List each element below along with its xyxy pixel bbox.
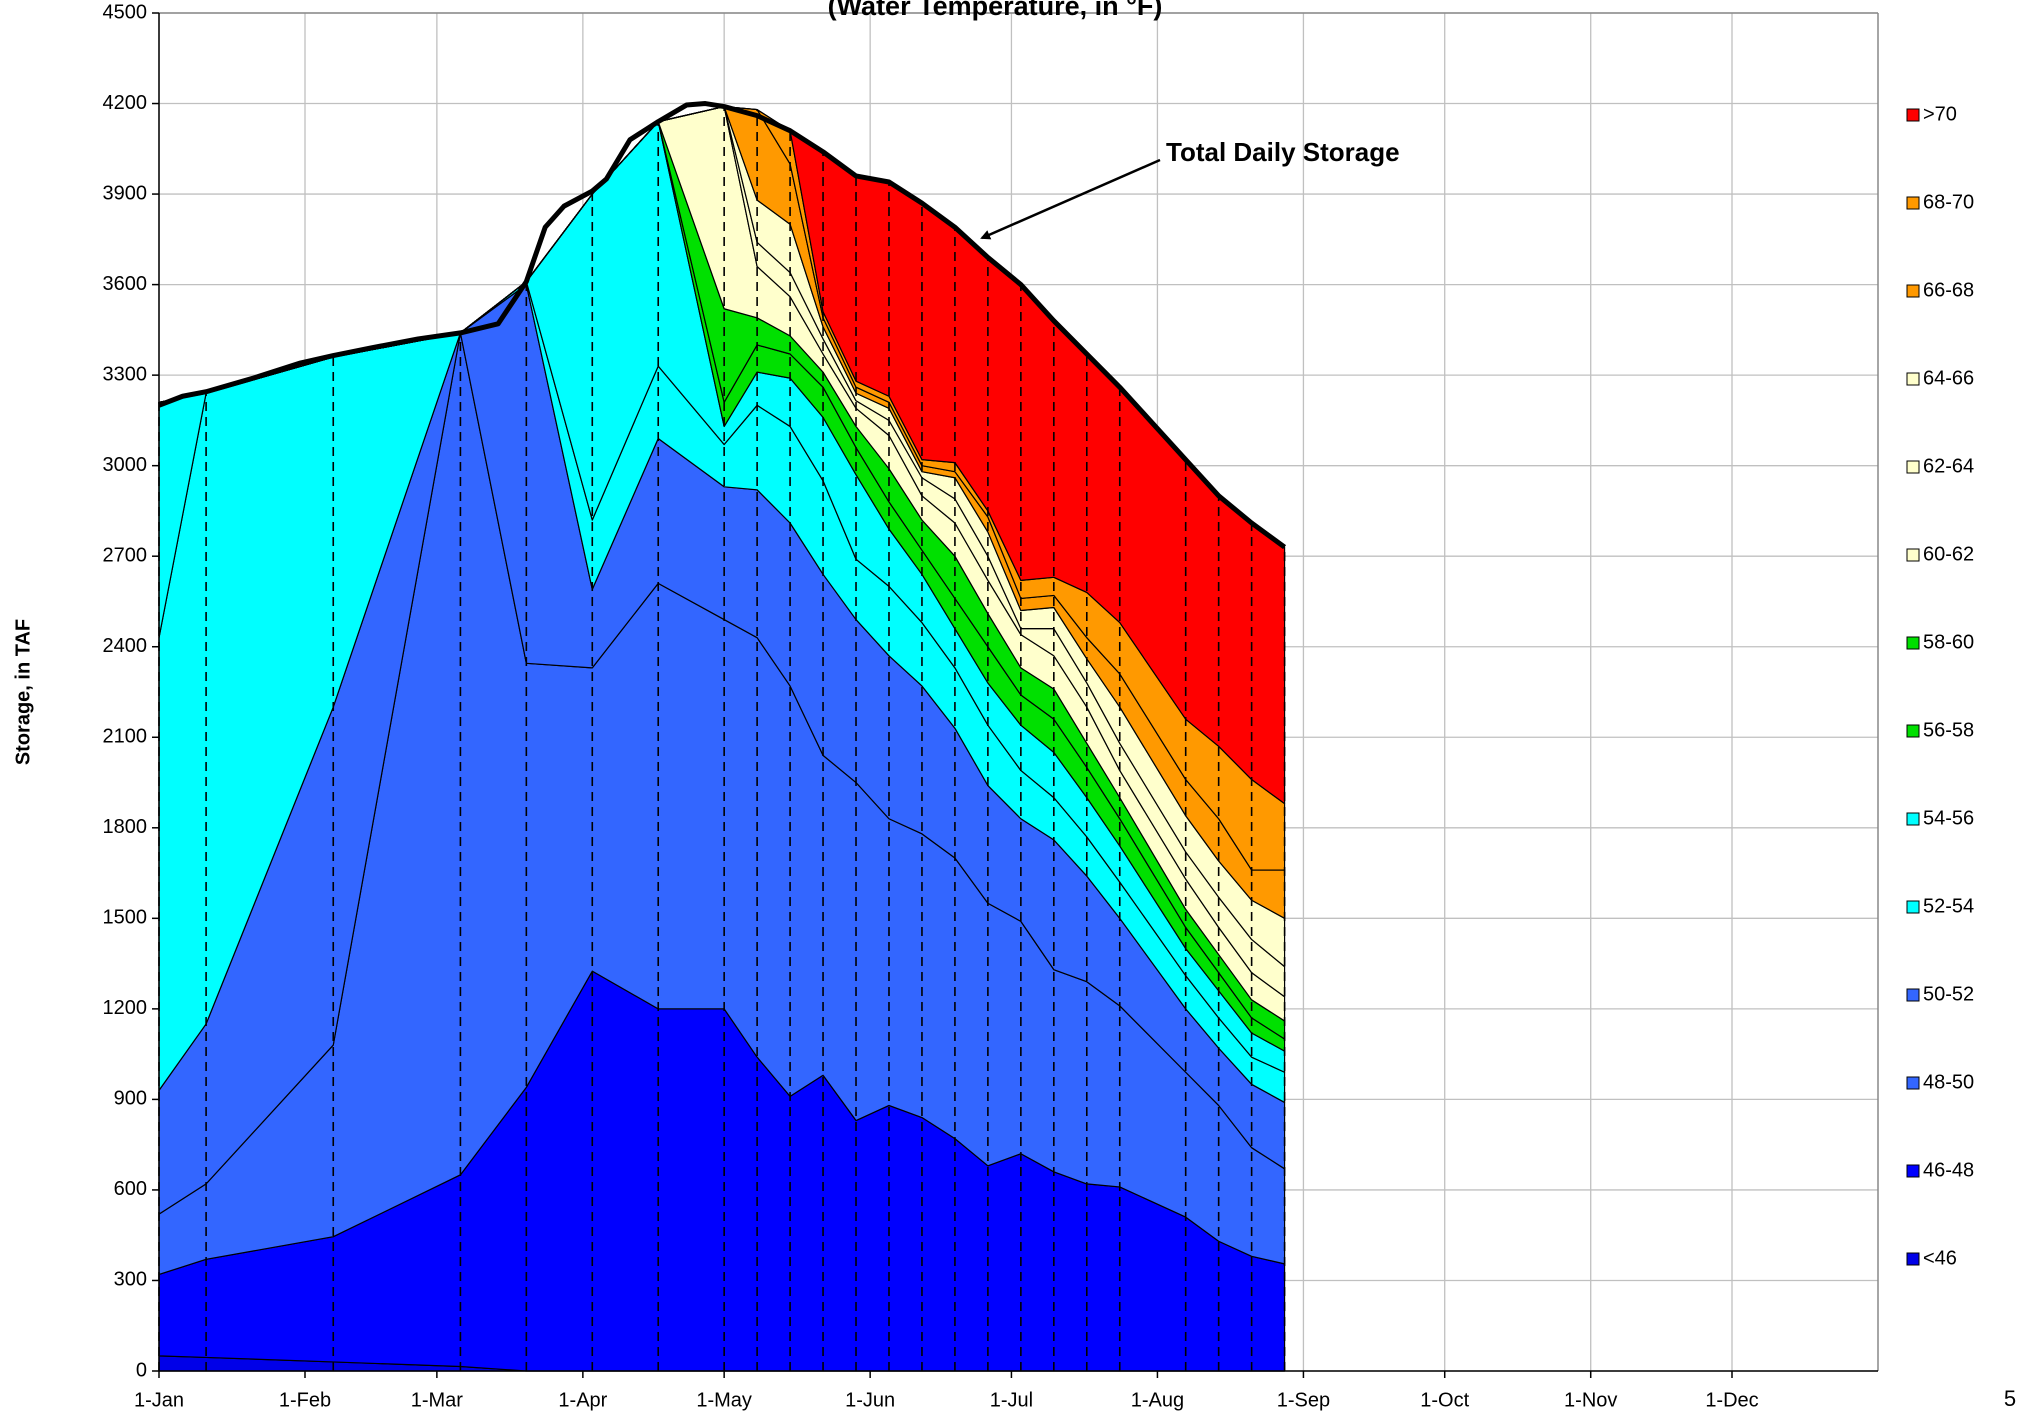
x-tick-label: 1-Sep [1277,1389,1330,1411]
y-tick-label: 3600 [103,273,148,295]
x-tick-label: 1-May [696,1389,752,1411]
legend-label: 52-54 [1923,895,1974,917]
x-tick-label: 1-Jan [134,1389,184,1411]
y-tick-label: 2400 [103,635,148,657]
x-tick-label: 1-Jul [990,1389,1033,1411]
legend-label: 54-56 [1923,807,1974,829]
x-tick-label: 1-Apr [558,1389,607,1411]
legend-swatch [1906,1076,1920,1090]
legend-swatch [1906,724,1920,738]
area-layer [158,101,1287,1372]
legend-swatch [1906,1252,1920,1266]
y-axis-label: Storage, in TAF [12,619,34,765]
x-tick-label: 1-Nov [1564,1389,1617,1411]
legend-swatch [1906,988,1920,1002]
legend-swatch [1906,636,1920,650]
total-storage-line [158,101,1287,550]
legend-label: 48-50 [1923,1071,1974,1093]
legend-label: 62-64 [1923,455,1974,477]
legend-swatch [1906,812,1920,826]
x-tick-label: 1-Dec [1705,1389,1758,1411]
legend-label: 68-70 [1923,191,1974,213]
x-tick-label: 1-Feb [279,1389,331,1411]
legend-swatch [1906,460,1920,474]
legend-swatch [1906,900,1920,914]
y-tick-label: 4500 [103,1,148,23]
annotation: Total Daily Storage [1166,137,1400,167]
y-tick-label: 1500 [103,907,148,929]
page-number: 5 [2004,1386,2016,1411]
y-tick-label: 3300 [103,363,148,385]
legend-label: 64-66 [1923,367,1974,389]
x-tick-label: 1-Aug [1131,1389,1184,1411]
legend-swatch [1906,196,1920,210]
y-tick-label: 300 [114,1269,147,1291]
x-tick-label: 1-Oct [1420,1389,1469,1411]
y-tick-label: 2700 [103,544,148,566]
y-tick-label: 3900 [103,182,148,204]
legend-label: 46-48 [1923,1159,1974,1181]
legend-swatch [1906,284,1920,298]
y-tick-label: 1200 [103,997,148,1019]
legend-label: <46 [1923,1247,1957,1269]
legend-label: 50-52 [1923,983,1974,1005]
y-tick-label: 600 [114,1178,147,1200]
annotation-arrow [980,158,1161,240]
legend-swatch [1906,372,1920,386]
overlay-layer: 0 300 600 900 1200 1500 1800 2100 2400 2700 3000 33… [103,1,1975,1411]
legend-label: 60-62 [1923,543,1974,565]
y-tick-label: 0 [136,1359,147,1381]
legend-label: >70 [1923,103,1957,125]
y-tick-label: 3000 [103,454,148,476]
x-tick-label: 1-Mar [411,1389,464,1411]
legend-swatch [1906,548,1920,562]
x-tick-label: 1-Jun [845,1389,895,1411]
y-tick-label: 4200 [103,92,148,114]
legend-swatch [1906,1164,1920,1178]
chart-title: (Water Temperature, in °F) [828,0,1163,21]
y-tick-label: 1800 [103,816,148,838]
legend-label: 58-60 [1923,631,1974,653]
legend-label: 56-58 [1923,719,1974,741]
legend-swatch [1906,108,1920,122]
y-tick-label: 2100 [103,726,148,748]
y-tick-label: 900 [114,1088,147,1110]
legend-label: 66-68 [1923,279,1974,301]
